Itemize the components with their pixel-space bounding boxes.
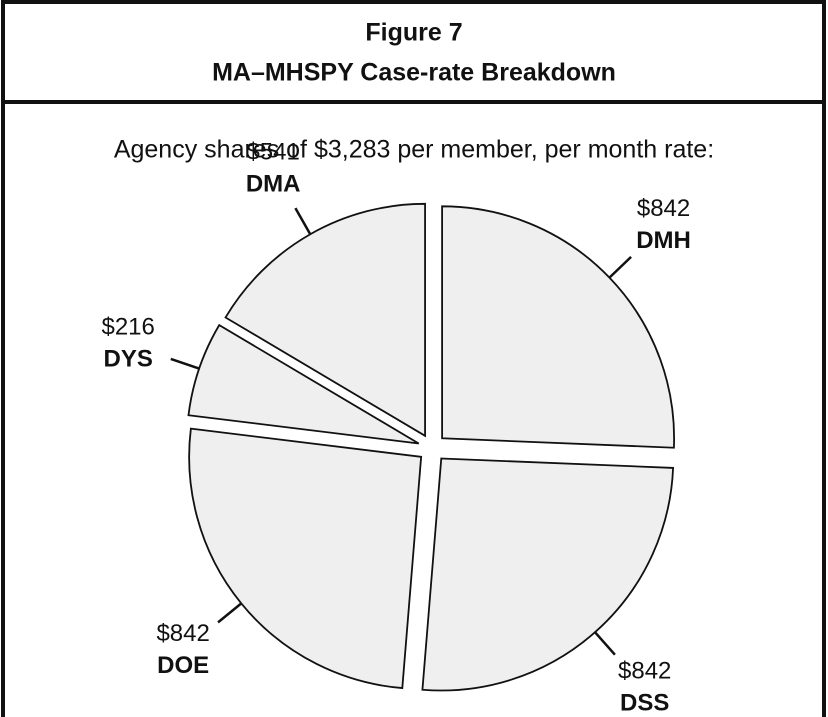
leader-line xyxy=(594,631,616,656)
pie-slice xyxy=(224,202,426,438)
leader-line xyxy=(217,602,243,624)
category-label: DOE xyxy=(157,652,209,679)
category-label: DSS xyxy=(620,690,669,717)
annotation: Agency shares of $3,283 per member, per … xyxy=(114,136,714,164)
chart-title: Figure 7 xyxy=(365,19,462,47)
leader-line xyxy=(170,357,200,370)
value-label: $842 xyxy=(156,620,209,647)
value-label: $216 xyxy=(101,314,154,341)
category-label: DYS xyxy=(104,346,153,373)
value-label: $842 xyxy=(637,195,690,222)
category-label: DMH xyxy=(636,227,691,254)
chart-subtitle: MA–MHSPY Case-rate Breakdown xyxy=(212,59,616,87)
value-label: $541 xyxy=(246,138,299,165)
pie-slice xyxy=(441,205,675,449)
leader-line xyxy=(608,255,632,279)
category-label: DMA xyxy=(246,170,301,197)
value-label: $842 xyxy=(618,658,671,685)
leader-line xyxy=(294,207,312,235)
